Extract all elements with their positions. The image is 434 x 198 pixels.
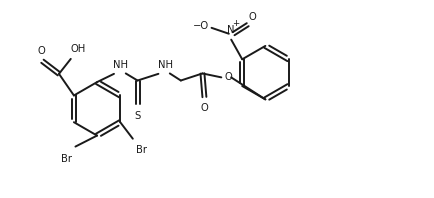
Text: NH: NH bbox=[113, 60, 128, 70]
Text: +: + bbox=[232, 19, 240, 28]
Text: Br: Br bbox=[61, 154, 72, 164]
Text: O: O bbox=[37, 46, 45, 56]
Text: Br: Br bbox=[136, 145, 147, 155]
Text: OH: OH bbox=[70, 44, 85, 54]
Text: O: O bbox=[249, 11, 256, 22]
Text: −O: −O bbox=[192, 21, 209, 31]
Text: S: S bbox=[135, 111, 141, 121]
Text: O: O bbox=[201, 103, 208, 113]
Text: N: N bbox=[227, 25, 235, 35]
Text: NH: NH bbox=[158, 60, 173, 70]
Text: O: O bbox=[224, 72, 232, 82]
